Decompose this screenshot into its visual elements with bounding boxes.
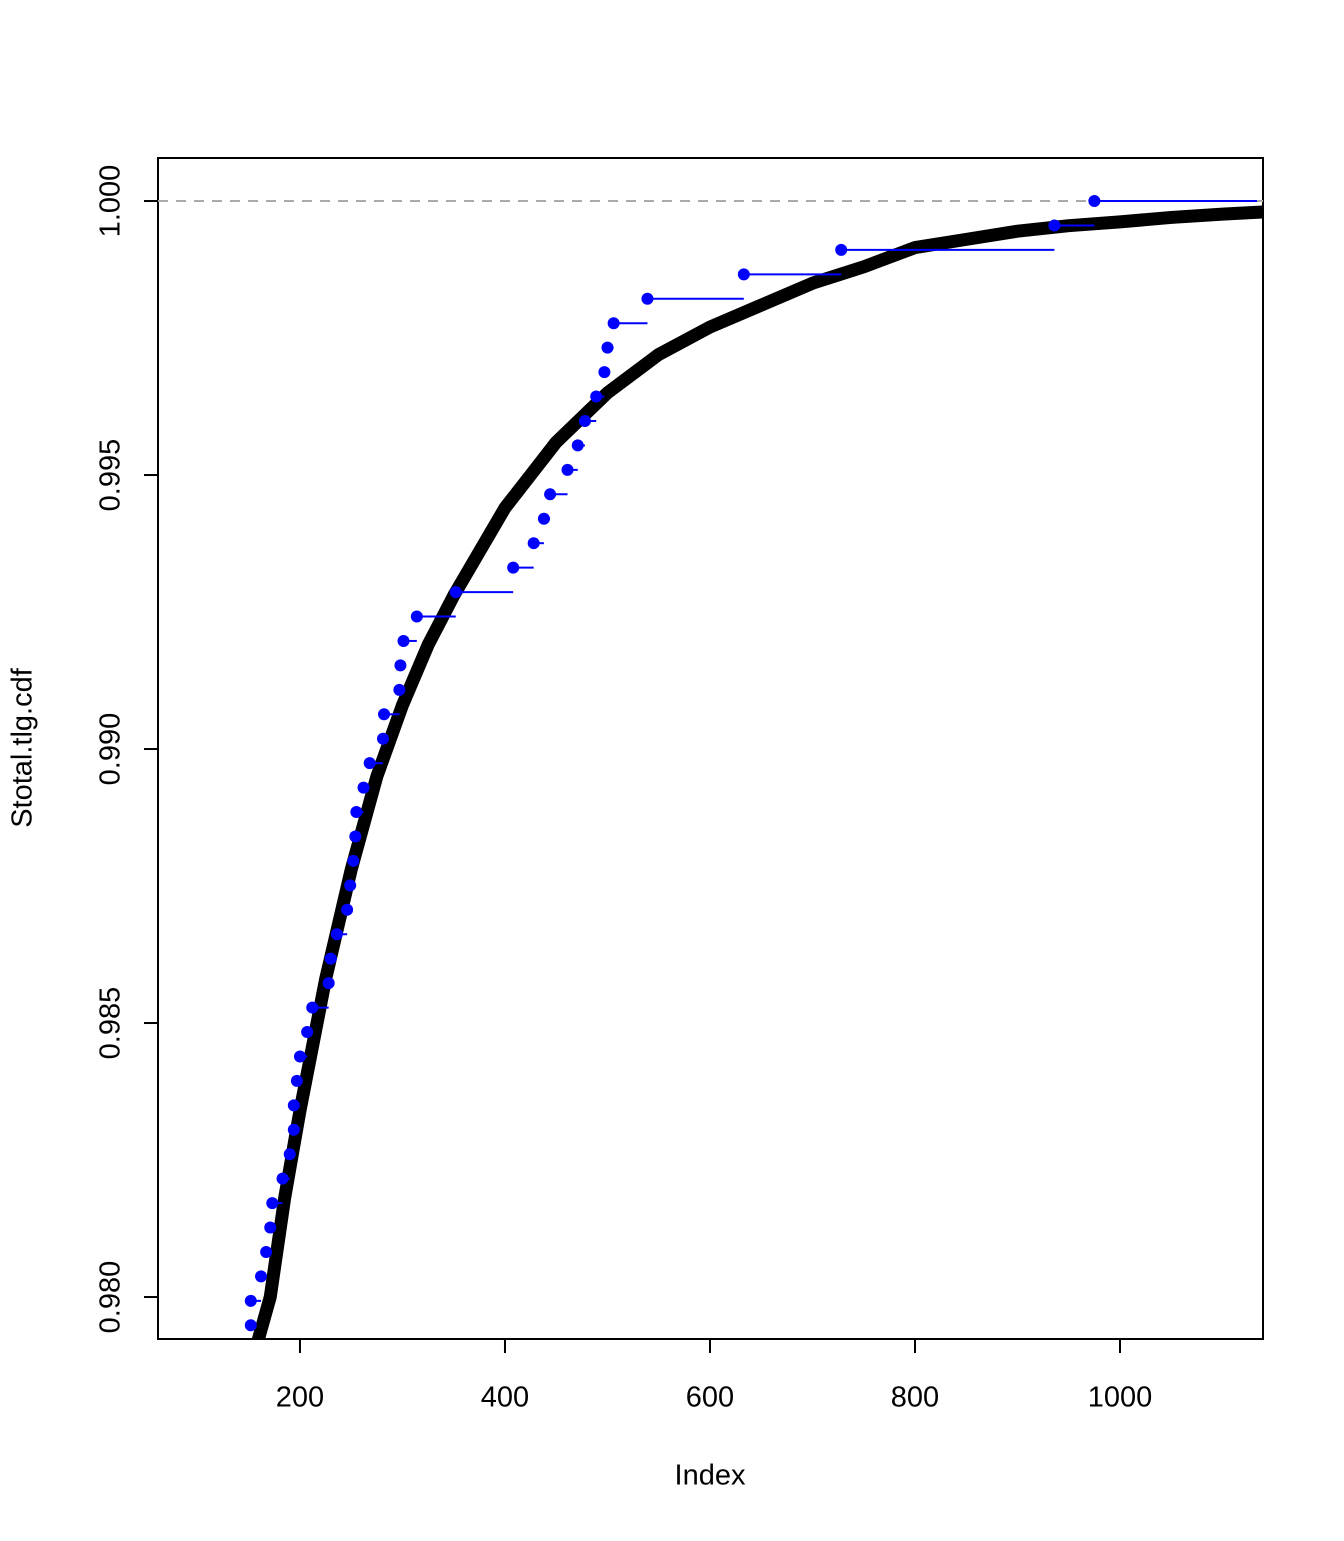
ecdf-point: [287, 1099, 300, 1112]
ecdf-point: [260, 1245, 273, 1258]
ecdf-point: [341, 903, 354, 916]
ecdf-point: [1088, 195, 1101, 208]
y-tick-label: 0.980: [95, 1261, 127, 1334]
ecdf-point: [357, 781, 370, 794]
ecdf-point: [449, 586, 462, 599]
y-axis-label: Stotal.tlg.cdf: [7, 667, 39, 828]
ecdf-point: [255, 1270, 268, 1283]
ecdf-point: [287, 1123, 300, 1136]
ecdf-point: [293, 1050, 306, 1063]
ecdf-point: [394, 659, 407, 672]
ecdf-point: [1048, 219, 1061, 232]
ecdf-point: [301, 1026, 314, 1039]
ecdf-point: [244, 1294, 257, 1307]
ecdf-point: [363, 757, 376, 770]
y-tick-label: 0.995: [95, 439, 127, 512]
ecdf-point: [571, 439, 584, 452]
ecdf-point: [324, 952, 337, 965]
ecdf-point: [244, 1319, 257, 1332]
ecdf-point: [347, 854, 360, 867]
ecdf-point: [598, 366, 611, 379]
ecdf-point: [537, 512, 550, 525]
ecdf-point: [393, 683, 406, 696]
plot-frame: [157, 157, 1264, 1340]
ecdf-point: [276, 1172, 289, 1185]
ecdf-point: [578, 414, 591, 427]
ecdf-point: [378, 708, 391, 721]
x-axis-label: Index: [675, 1460, 746, 1492]
y-tick-label: 0.990: [95, 713, 127, 786]
y-tick-label: 1.000: [95, 165, 127, 238]
plot-area: [158, 195, 1263, 1339]
ecdf-point: [350, 806, 363, 819]
ecdf-point: [544, 488, 557, 501]
ecdf-point: [397, 634, 410, 647]
ecdf-point: [306, 1001, 319, 1014]
cdf-curve: [251, 205, 1263, 1339]
ecdf-point: [507, 561, 520, 574]
ecdf-point: [527, 537, 540, 550]
ecdf-point: [376, 732, 389, 745]
ecdf-point: [737, 268, 750, 281]
ecdf-point: [410, 610, 423, 623]
ecdf-point: [266, 1197, 279, 1210]
ecdf-point: [330, 928, 343, 941]
x-tick-label: 600: [686, 1382, 734, 1414]
ecdf-point: [283, 1148, 296, 1161]
ecdf-point: [264, 1221, 277, 1234]
x-tick-label: 200: [276, 1382, 324, 1414]
ecdf-point: [835, 243, 848, 256]
ecdf-point: [322, 977, 335, 990]
ecdf-point: [290, 1074, 303, 1087]
ecdf-point: [561, 463, 574, 476]
ecdf-point: [641, 292, 654, 305]
ecdf-point: [344, 879, 357, 892]
ecdf-point: [607, 317, 620, 330]
y-tick-label: 0.985: [95, 987, 127, 1060]
ecdf-point: [590, 390, 603, 403]
ecdf-point: [349, 830, 362, 843]
x-tick-label: 1000: [1088, 1382, 1153, 1414]
x-tick-label: 800: [891, 1382, 939, 1414]
x-tick-label: 400: [481, 1382, 529, 1414]
ecdf-point: [601, 341, 614, 354]
